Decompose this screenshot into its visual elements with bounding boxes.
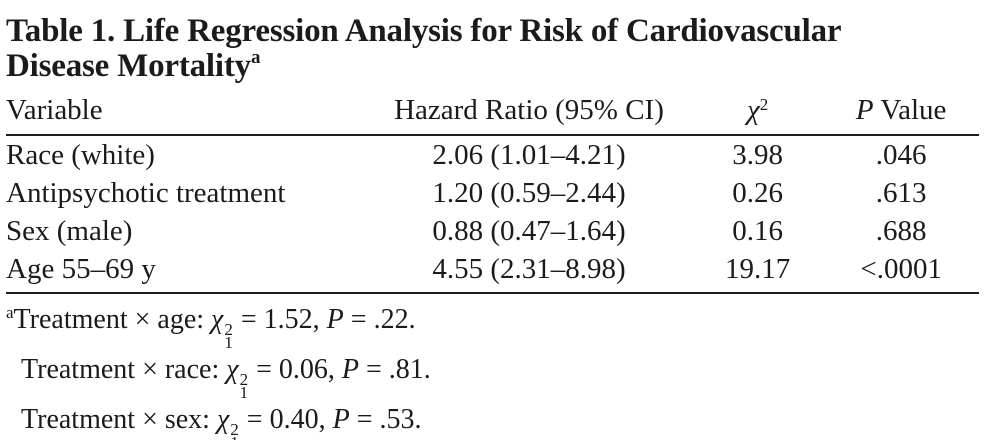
footnote-text: Treatment × age: bbox=[13, 304, 212, 336]
cell-variable: Age 55–69 y bbox=[6, 250, 366, 295]
chi-exponent: 2 bbox=[759, 95, 769, 115]
cell-p-value: .613 bbox=[875, 177, 927, 210]
cell-chi-square: 0.26 bbox=[732, 177, 783, 210]
cell-hazard-ratio: 4.55 (2.31–8.98) bbox=[366, 250, 692, 295]
chi-df-subscript: 1 bbox=[230, 434, 239, 440]
chi-df-subscript: 1 bbox=[239, 383, 249, 403]
table-row: Age 55–69 y 4.55 (2.31–8.98) 19.17 <.000… bbox=[6, 250, 979, 295]
header-row: Variable Hazard Ratio (95% CI) χ2 P Valu… bbox=[6, 88, 979, 137]
regression-table: Variable Hazard Ratio (95% CI) χ2 P Valu… bbox=[6, 88, 979, 295]
footnote-text: Treatment × sex: bbox=[21, 404, 217, 436]
table-row: Sex (male) 0.88 (0.47–1.64) 0.16 .688 bbox=[6, 212, 979, 250]
footnote-stat: = 1.52, bbox=[233, 304, 327, 336]
column-header-p-value: P Value bbox=[823, 88, 979, 137]
table-row: Race (white) 2.06 (1.01–4.21) 3.98 .046 bbox=[6, 135, 979, 174]
footnote-p-value: = .53. bbox=[349, 404, 422, 436]
cell-chi-square: 19.17 bbox=[691, 250, 824, 295]
table-row: Antipsychotic treatment 1.20 (0.59–2.44)… bbox=[6, 174, 979, 212]
chi-sup-sub: 21 bbox=[230, 420, 239, 440]
cell-hazard-ratio: 0.88 (0.47–1.64) bbox=[432, 215, 626, 248]
chi-letter: χ bbox=[211, 304, 224, 336]
chi-square-symbol: χ21 bbox=[216, 404, 240, 440]
cell-variable: Race (white) bbox=[6, 139, 155, 172]
chi-exponent: 2 bbox=[230, 420, 239, 440]
footnote-text: Treatment × race: bbox=[21, 354, 227, 386]
column-header-hazard-ratio: Hazard Ratio (95% CI) bbox=[366, 88, 692, 137]
table-title-text: Table 1. Life Regression Analysis for Ri… bbox=[6, 13, 841, 84]
cell-chi-square: 0.16 bbox=[732, 215, 783, 248]
chi-letter: χ bbox=[226, 354, 239, 386]
footnote-line: Treatment × sex: χ21 = 0.40, P = .53. bbox=[6, 403, 979, 440]
chi-exponent: 2 bbox=[239, 370, 249, 390]
p-symbol: P bbox=[332, 404, 350, 436]
footnote-p-value: = .81. bbox=[358, 354, 431, 386]
p-symbol: P bbox=[341, 354, 359, 386]
p-symbol: P bbox=[855, 94, 874, 127]
footnote-p-value: = .22. bbox=[343, 304, 416, 336]
chi-letter: χ bbox=[216, 404, 230, 436]
table-title-footnote-marker: a bbox=[250, 46, 261, 68]
cell-p-value: <.0001 bbox=[823, 250, 979, 295]
table-title: Table 1. Life Regression Analysis for Ri… bbox=[6, 14, 936, 83]
cell-p-value: .688 bbox=[875, 215, 927, 248]
footnote-stat: = 0.40, bbox=[239, 404, 333, 436]
chi-df-subscript: 1 bbox=[224, 333, 233, 353]
cell-chi-square: 3.98 bbox=[732, 139, 783, 172]
p-value-label-rest: Value bbox=[873, 94, 947, 127]
footnote-stat: = 0.06, bbox=[249, 354, 342, 386]
footnote-marker: a bbox=[6, 303, 14, 323]
cell-p-value: .046 bbox=[875, 139, 927, 172]
cell-hazard-ratio: 1.20 (0.59–2.44) bbox=[432, 177, 626, 210]
chi-symbol: χ bbox=[746, 94, 760, 127]
chi-exponent: 2 bbox=[224, 320, 233, 340]
p-symbol: P bbox=[326, 304, 344, 336]
column-header-chi-square: χ2 bbox=[691, 88, 824, 137]
cell-variable: Sex (male) bbox=[6, 215, 133, 248]
column-header-variable: Variable bbox=[6, 88, 366, 137]
cell-variable: Antipsychotic treatment bbox=[6, 177, 286, 210]
cell-hazard-ratio: 2.06 (1.01–4.21) bbox=[432, 139, 626, 172]
